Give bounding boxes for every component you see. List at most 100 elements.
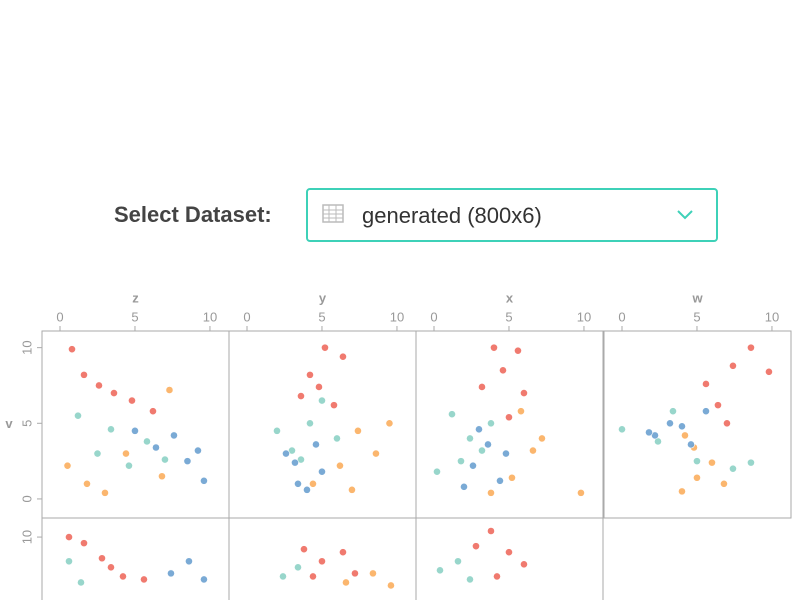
- point: [351, 569, 359, 578]
- panel-frame: [41, 330, 230, 519]
- point: [158, 472, 166, 481]
- point: [457, 457, 465, 466]
- point: [161, 455, 169, 464]
- point: [520, 560, 528, 569]
- point: [297, 392, 305, 400]
- point: [669, 407, 677, 416]
- table-icon: [322, 204, 344, 223]
- point: [321, 343, 329, 352]
- panel-frame: [415, 517, 604, 600]
- point: [183, 457, 192, 466]
- point: [152, 443, 160, 452]
- point: [339, 352, 347, 361]
- point: [502, 449, 510, 458]
- point: [708, 458, 716, 467]
- select-label: Select Dataset:: [114, 202, 272, 227]
- point: [448, 410, 456, 419]
- point: [702, 380, 710, 388]
- point: [466, 434, 474, 443]
- point: [478, 446, 486, 455]
- point: [80, 370, 88, 379]
- point: [720, 479, 728, 488]
- point: [490, 343, 498, 352]
- panel-frame: [603, 330, 792, 519]
- point: [472, 542, 480, 551]
- point: [98, 554, 106, 563]
- x-axis-label: y: [319, 290, 327, 305]
- point: [68, 345, 76, 354]
- point: [306, 370, 314, 379]
- point: [273, 426, 281, 435]
- point: [95, 381, 103, 390]
- x-axis-label: z: [132, 290, 139, 305]
- point: [318, 396, 326, 405]
- point: [315, 383, 323, 391]
- dataset-select[interactable]: generated (800x6): [306, 188, 718, 242]
- point: [185, 557, 193, 566]
- panel-frame: [41, 517, 230, 600]
- point: [303, 485, 311, 494]
- point: [496, 476, 504, 485]
- point: [167, 569, 175, 578]
- point: [282, 449, 290, 458]
- x-tick-label: 5: [693, 309, 700, 324]
- point: [200, 476, 208, 485]
- select-value: generated (800x6): [362, 203, 542, 228]
- point: [765, 367, 773, 376]
- y-tick-label: 10: [19, 340, 34, 354]
- point: [74, 411, 82, 420]
- point: [83, 479, 91, 488]
- point: [342, 578, 350, 587]
- y-tick-label: 5: [19, 420, 34, 427]
- point: [729, 361, 737, 370]
- point: [508, 473, 516, 482]
- point: [291, 458, 299, 467]
- point: [149, 407, 157, 416]
- x-axis-label: w: [691, 290, 703, 305]
- point: [318, 467, 326, 476]
- x-tick-label: 5: [318, 309, 325, 324]
- point: [520, 389, 528, 397]
- point: [469, 461, 477, 470]
- point: [125, 461, 133, 470]
- x-tick-label: 0: [618, 309, 625, 324]
- y-tick-label: 10: [19, 530, 34, 544]
- y-tick-label: 0: [19, 495, 34, 502]
- point: [107, 563, 115, 572]
- point: [288, 446, 296, 455]
- point: [77, 578, 85, 587]
- point: [80, 539, 88, 548]
- point: [729, 464, 737, 473]
- point: [460, 482, 468, 491]
- point: [538, 434, 546, 443]
- point: [618, 425, 626, 434]
- point: [65, 557, 73, 566]
- point: [143, 437, 151, 446]
- point: [333, 434, 341, 443]
- point: [678, 487, 686, 496]
- point: [454, 557, 462, 566]
- point: [65, 533, 73, 541]
- point: [194, 446, 202, 455]
- point: [493, 572, 501, 581]
- point: [312, 440, 320, 449]
- point: [651, 431, 659, 440]
- point: [300, 545, 308, 554]
- point: [747, 458, 755, 467]
- panel-frame: [415, 330, 604, 519]
- panel-frame: [228, 517, 417, 600]
- x-tick-label: 5: [131, 309, 138, 324]
- point: [505, 413, 513, 422]
- x-tick-label: 10: [203, 309, 217, 324]
- point: [505, 548, 513, 557]
- point: [693, 457, 701, 466]
- chevron-icon: [677, 210, 693, 220]
- point: [475, 425, 483, 434]
- x-tick-label: 5: [505, 309, 512, 324]
- y-axis-label: v: [5, 416, 13, 431]
- point: [170, 431, 178, 440]
- point: [484, 440, 492, 449]
- point: [723, 419, 731, 428]
- point: [107, 425, 115, 434]
